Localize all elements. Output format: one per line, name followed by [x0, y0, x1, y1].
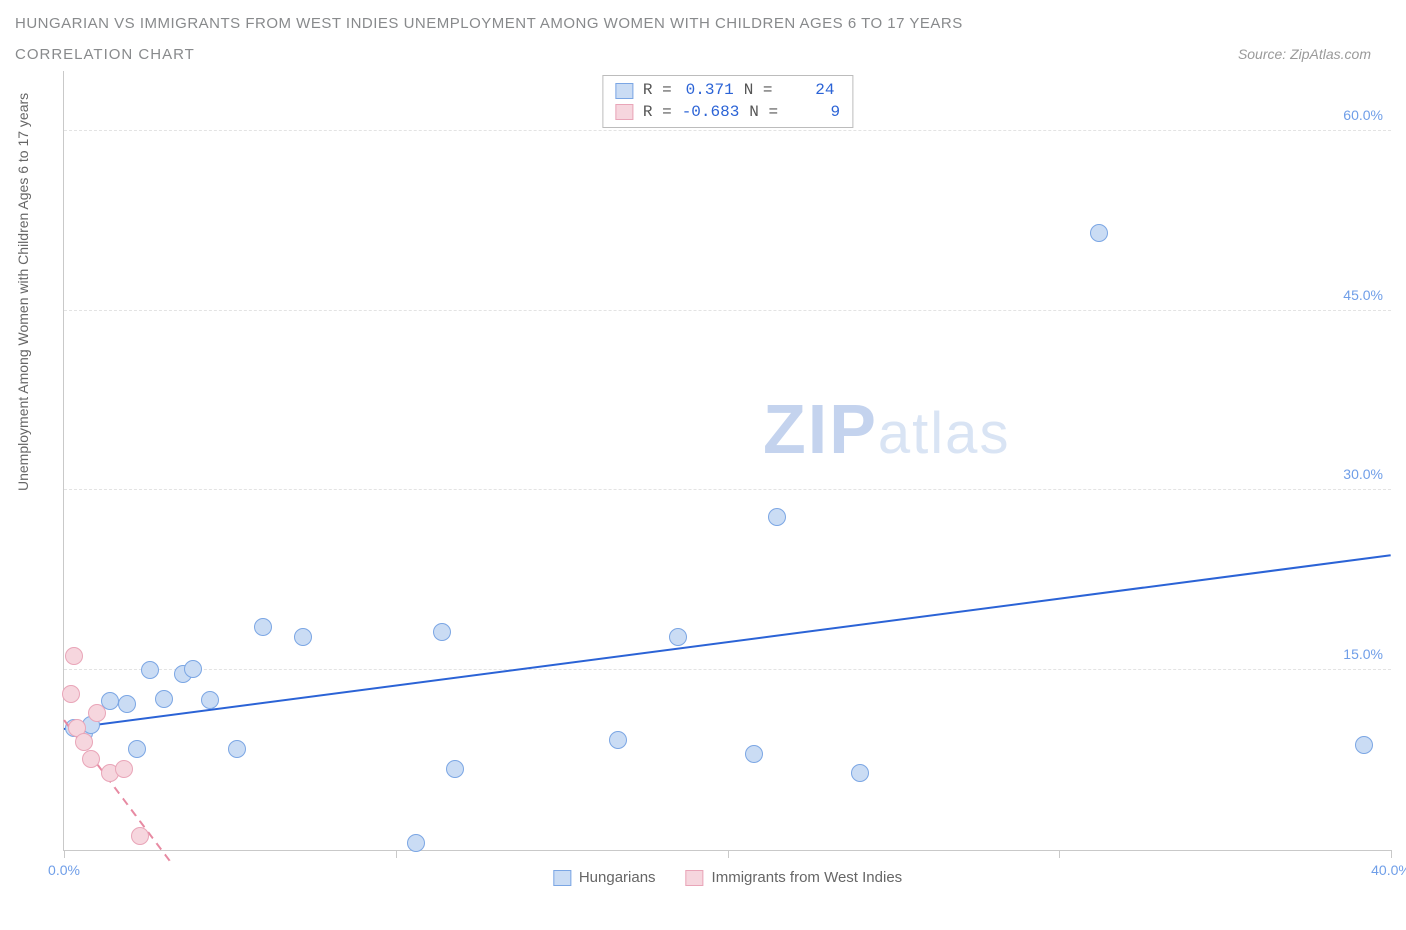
label-r: R = [643, 102, 672, 124]
subtitle-row: CORRELATION CHART Source: ZipAtlas.com [15, 46, 1391, 63]
y-tick-label: 30.0% [1343, 466, 1383, 482]
trend-line [64, 554, 1391, 730]
value-r-1: 0.371 [682, 80, 734, 102]
y-axis-title: Unemployment Among Women with Children A… [15, 471, 31, 491]
data-point [228, 740, 246, 758]
swatch-series-2 [686, 870, 704, 886]
data-point [294, 628, 312, 646]
data-point [768, 508, 786, 526]
correlation-row-2: R = -0.683 N = 9 [615, 102, 840, 124]
swatch-series-2 [615, 104, 633, 120]
y-tick-label: 45.0% [1343, 287, 1383, 303]
data-point [115, 760, 133, 778]
x-tick-label: 0.0% [48, 862, 80, 878]
data-point [669, 628, 687, 646]
x-tick [1391, 850, 1392, 858]
source-citation: Source: ZipAtlas.com [1238, 46, 1391, 62]
data-point [62, 685, 80, 703]
gridline [64, 489, 1391, 490]
x-tick [1059, 850, 1060, 858]
legend-item-1: Hungarians [553, 869, 656, 886]
legend-label-1: Hungarians [579, 869, 656, 886]
watermark-zip: ZIP [763, 389, 878, 469]
correlation-row-1: R = 0.371 N = 24 [615, 80, 840, 102]
y-tick-label: 15.0% [1343, 646, 1383, 662]
data-point [65, 647, 83, 665]
x-tick [396, 850, 397, 858]
data-point [1355, 736, 1373, 754]
y-tick-label: 60.0% [1343, 107, 1383, 123]
plot-area: ZIPatlas R = 0.371 N = 24 R = -0.683 N =… [63, 71, 1391, 851]
correlation-legend: R = 0.371 N = 24 R = -0.683 N = 9 [602, 75, 853, 128]
value-n-2: 9 [788, 102, 840, 124]
label-r: R = [643, 80, 672, 102]
label-n: N = [744, 80, 773, 102]
data-point [745, 745, 763, 763]
legend-label-2: Immigrants from West Indies [712, 869, 903, 886]
data-point [446, 760, 464, 778]
data-point [118, 695, 136, 713]
gridline [64, 669, 1391, 670]
chart-title: HUNGARIAN VS IMMIGRANTS FROM WEST INDIES… [15, 15, 1391, 32]
data-point [184, 660, 202, 678]
data-point [433, 623, 451, 641]
watermark-atlas: atlas [878, 400, 1011, 467]
data-point [82, 750, 100, 768]
data-point [131, 827, 149, 845]
swatch-series-1 [553, 870, 571, 886]
value-n-1: 24 [783, 80, 835, 102]
series-legend: Hungarians Immigrants from West Indies [553, 869, 902, 886]
data-point [609, 731, 627, 749]
data-point [851, 764, 869, 782]
swatch-series-1 [615, 83, 633, 99]
data-point [128, 740, 146, 758]
data-point [155, 690, 173, 708]
data-point [254, 618, 272, 636]
data-point [141, 661, 159, 679]
legend-item-2: Immigrants from West Indies [686, 869, 903, 886]
value-r-2: -0.683 [682, 102, 740, 124]
label-n: N = [749, 102, 778, 124]
data-point [407, 834, 425, 852]
data-point [1090, 224, 1108, 242]
data-point [201, 691, 219, 709]
chart-subtitle: CORRELATION CHART [15, 46, 195, 63]
gridline [64, 310, 1391, 311]
gridline [64, 130, 1391, 131]
x-tick [728, 850, 729, 858]
x-tick-label: 40.0% [1371, 862, 1406, 878]
watermark: ZIPatlas [763, 389, 1010, 469]
data-point [88, 704, 106, 722]
x-tick [64, 850, 65, 858]
chart-container: Unemployment Among Women with Children A… [15, 71, 1391, 891]
data-point [75, 733, 93, 751]
